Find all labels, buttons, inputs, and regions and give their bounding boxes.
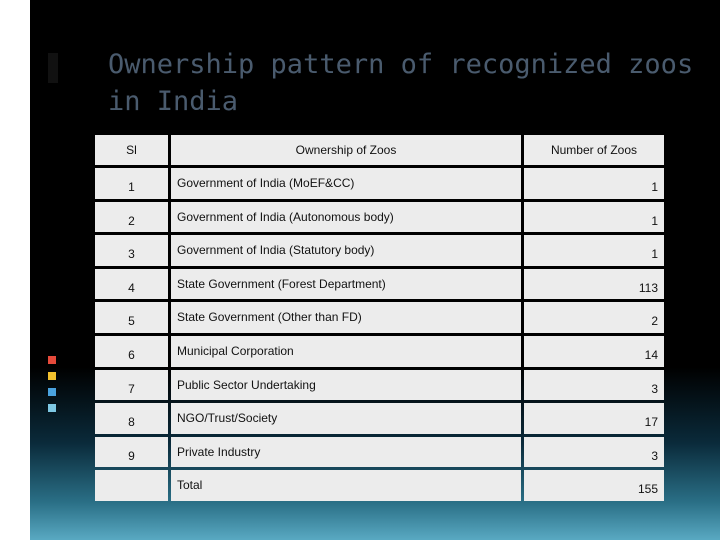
table-row: 4 State Government (Forest Department) 1… — [95, 268, 664, 300]
row-count: 17 — [524, 403, 664, 434]
row-owner: Private Industry — [171, 436, 521, 468]
bullet-red — [48, 356, 56, 364]
slide-title: Ownership pattern of recognized zoos in … — [108, 49, 694, 117]
row-sl: 4 — [95, 268, 168, 300]
row-count: 113 — [524, 268, 664, 300]
row-sl: 2 — [95, 201, 168, 233]
total-count: 155 — [524, 470, 664, 501]
row-sl: 3 — [95, 235, 168, 266]
row-owner: Municipal Corporation — [171, 335, 521, 367]
row-count: 2 — [524, 302, 664, 333]
table-row: 1 Government of India (MoEF&CC) 1 — [95, 168, 664, 199]
row-sl: 1 — [95, 168, 168, 199]
bullet-blue — [48, 388, 56, 396]
header-ownership: Ownership of Zoos — [171, 135, 521, 165]
decorative-bullets — [48, 356, 56, 420]
row-owner: NGO/Trust/Society — [171, 403, 521, 434]
table-row: 5 State Government (Other than FD) 2 — [95, 302, 664, 333]
row-count: 14 — [524, 335, 664, 367]
header-sl: Sl — [95, 135, 168, 165]
table-row: 6 Municipal Corporation 14 — [95, 335, 664, 367]
zoo-ownership-table: Sl Ownership of Zoos Number of Zoos 1 Go… — [92, 132, 667, 504]
bullet-lightblue — [48, 404, 56, 412]
row-count: 3 — [524, 436, 664, 468]
row-owner: Public Sector Undertaking — [171, 369, 521, 401]
row-owner: State Government (Other than FD) — [171, 302, 521, 333]
row-owner: Government of India (MoEF&CC) — [171, 168, 521, 199]
table-row: 3 Government of India (Statutory body) 1 — [95, 235, 664, 266]
row-sl: 6 — [95, 335, 168, 367]
table-header-row: Sl Ownership of Zoos Number of Zoos — [95, 135, 664, 165]
row-sl: 8 — [95, 403, 168, 434]
row-sl: 7 — [95, 369, 168, 401]
table-row: 2 Government of India (Autonomous body) … — [95, 201, 664, 233]
row-owner: Government of India (Statutory body) — [171, 235, 521, 266]
table-total-row: Total 155 — [95, 470, 664, 501]
row-sl: 5 — [95, 302, 168, 333]
row-count: 1 — [524, 235, 664, 266]
total-sl-blank — [95, 470, 168, 501]
table-row: 7 Public Sector Undertaking 3 — [95, 369, 664, 401]
bullet-yellow — [48, 372, 56, 380]
row-count: 3 — [524, 369, 664, 401]
row-count: 1 — [524, 201, 664, 233]
header-number: Number of Zoos — [524, 135, 664, 165]
row-owner: State Government (Forest Department) — [171, 268, 521, 300]
total-label: Total — [171, 470, 521, 501]
table-row: 9 Private Industry 3 — [95, 436, 664, 468]
row-count: 1 — [524, 168, 664, 199]
title-accent-bar — [48, 53, 58, 83]
row-owner: Government of India (Autonomous body) — [171, 201, 521, 233]
row-sl: 9 — [95, 436, 168, 468]
table-row: 8 NGO/Trust/Society 17 — [95, 403, 664, 434]
